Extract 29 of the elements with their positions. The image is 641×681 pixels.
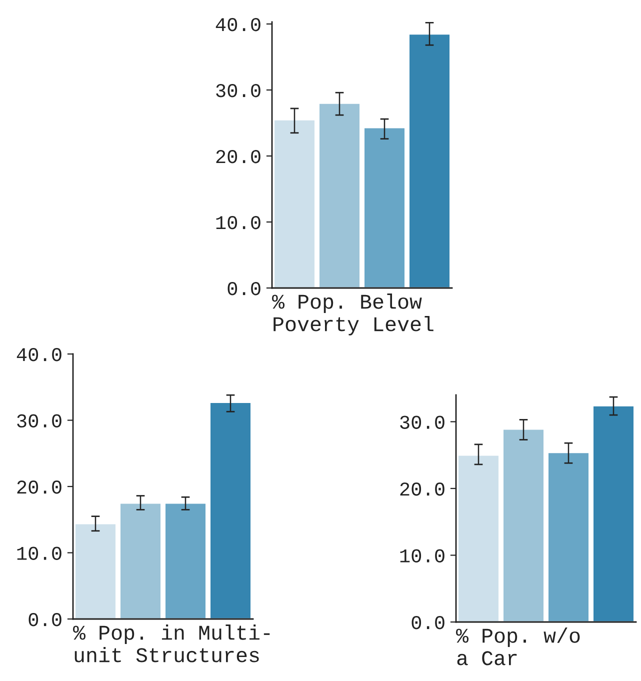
bar [408, 33, 451, 288]
bar [273, 118, 316, 288]
y-tick-label: 10.0 [17, 546, 62, 560]
bar [502, 428, 545, 622]
x-axis-title: % Pop. Below Poverty Level [272, 294, 434, 336]
y-tick-label: 0.0 [412, 616, 444, 630]
y-tick-label: 40.0 [216, 18, 260, 32]
y-tick-label: 0.0 [28, 613, 62, 626]
y-tick-label: 40.0 [16, 348, 62, 362]
bar [209, 402, 252, 619]
bar [164, 502, 207, 619]
bar [318, 102, 361, 288]
y-tick-label: 20.0 [400, 482, 444, 496]
y-tick-label: 0.0 [228, 282, 260, 296]
y-tick-label: 20.0 [216, 150, 260, 164]
y-tick-label: 10.0 [400, 549, 444, 562]
y-tick-label: 30.0 [17, 414, 62, 428]
y-tick-label: 30.0 [400, 416, 444, 429]
bar [119, 502, 162, 619]
x-axis-title: % Pop. in Multi- unit Structures [73, 624, 270, 662]
y-tick-label: 10.0 [216, 216, 260, 230]
bar [363, 126, 406, 288]
x-axis-title: % Pop. w/o a Car [456, 628, 580, 666]
bar [547, 452, 590, 622]
y-tick-label: 30.0 [216, 84, 260, 98]
y-tick-label: 20.0 [17, 480, 62, 494]
bar [592, 404, 635, 622]
bar [457, 454, 500, 622]
bar [74, 522, 117, 619]
